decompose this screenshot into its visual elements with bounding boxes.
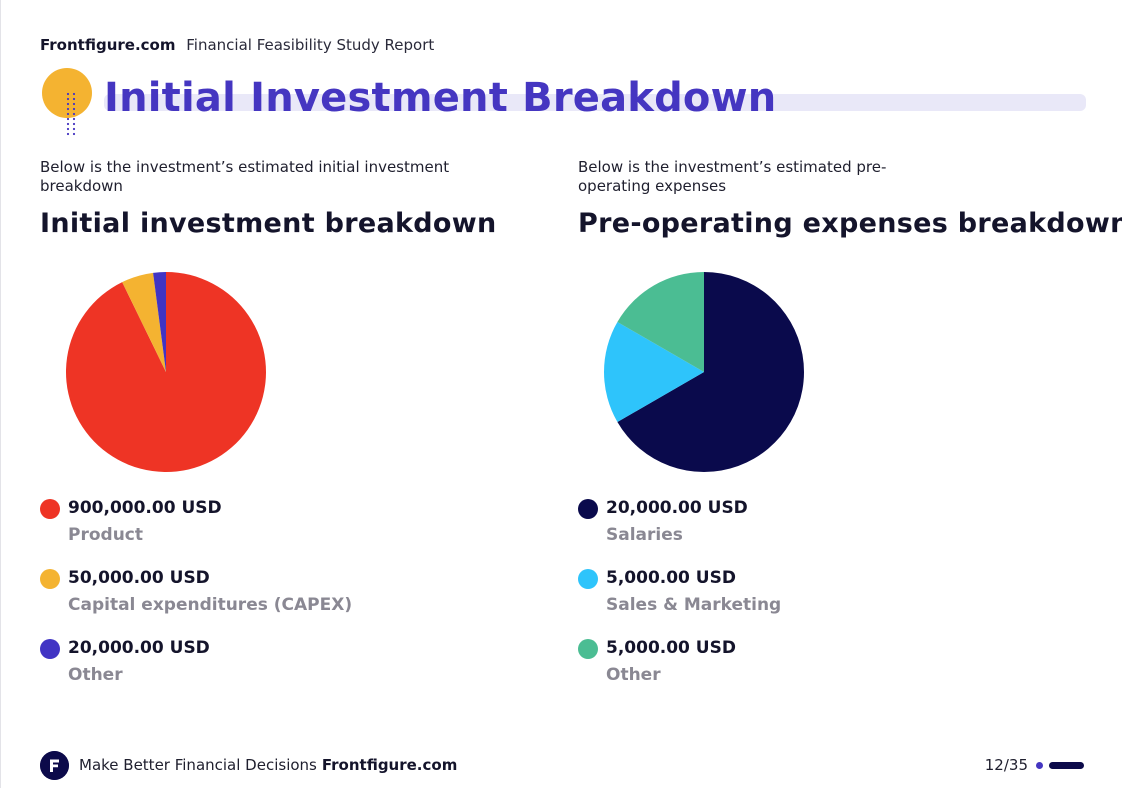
- pie-slice-other: [617, 272, 704, 372]
- legend-label: Other: [68, 665, 123, 685]
- pie-slice-other: [153, 272, 166, 372]
- footer-tagline-text: Make Better Financial Decisions: [79, 756, 317, 774]
- footer-brand: Frontfigure.com: [321, 756, 458, 774]
- footer: Make Better Financial Decisions Frontfigu…: [40, 750, 457, 780]
- legend-swatch: [578, 499, 598, 519]
- pie-slice-sales-marketing: [604, 322, 704, 422]
- legend-label: Capital expenditures (CAPEX): [68, 595, 353, 615]
- pagination: 12/35: [985, 754, 1084, 776]
- chart-legend: 20,000.00 USD Salaries 5,000.00 USD Sale…: [578, 496, 781, 706]
- initial-investment-section: Below is the investment’s estimated init…: [40, 158, 560, 685]
- legend-label: Other: [606, 665, 661, 685]
- legend-value: 5,000.00 USD: [606, 568, 736, 588]
- legend-swatch: [578, 569, 598, 589]
- chart-title: Pre-operating expenses breakdown: [578, 208, 1122, 239]
- pre-operating-expenses-section: Below is the investment’s estimated pre-…: [578, 158, 1122, 685]
- pager-bar-icon: [1049, 761, 1084, 769]
- legend-item-other: 5,000.00 USD Other: [578, 636, 781, 706]
- legend-item-sales-marketing: 5,000.00 USD Sales & Marketing: [578, 566, 781, 636]
- legend-value: 5,000.00 USD: [606, 638, 736, 658]
- legend-value: 20,000.00 USD: [68, 638, 210, 658]
- legend-item-capex: 50,000.00 USD Capital expenditures (CAPE…: [40, 566, 352, 636]
- legend-value: 50,000.00 USD: [68, 568, 210, 588]
- frontfigure-logo-icon: [40, 750, 69, 780]
- legend-label: Product: [68, 525, 143, 545]
- pager-dot-icon: [1036, 761, 1043, 769]
- report-header: Frontfigure.com Financial Feasibility St…: [40, 36, 434, 54]
- page-number: 12/35: [984, 756, 1028, 774]
- page-title: Initial Investment Breakdown: [104, 75, 777, 121]
- legend-swatch: [578, 639, 598, 659]
- pie-slice-product: [65, 272, 266, 472]
- legend-label: Sales & Marketing: [606, 595, 782, 615]
- footer-tagline: Make Better Financial Decisions Frontfigu…: [79, 756, 457, 774]
- legend-swatch: [40, 499, 60, 519]
- section-intro: Below is the investment’s estimated init…: [40, 158, 450, 195]
- legend-value: 900,000.00 USD: [68, 498, 222, 518]
- pre-operating-expenses-pie-chart: [604, 272, 805, 472]
- pie-slice-capital-expenditures-capex: [122, 272, 166, 372]
- title-decoration-icon: [42, 68, 92, 136]
- section-intro: Below is the investment’s estimated pre-…: [578, 158, 887, 195]
- header-report-name: Financial Feasibility Study Report: [186, 36, 435, 54]
- chart-title: Initial investment breakdown: [40, 208, 497, 239]
- legend-item-product: 900,000.00 USD Product: [40, 496, 352, 566]
- legend-label: Salaries: [606, 525, 683, 545]
- legend-swatch: [40, 569, 60, 589]
- legend-item-other: 20,000.00 USD Other: [40, 636, 352, 706]
- initial-investment-pie-chart: [65, 272, 266, 472]
- pie-slice-salaries: [617, 272, 805, 472]
- legend-value: 20,000.00 USD: [606, 498, 748, 518]
- page-border: [0, 0, 1, 788]
- header-brand: Frontfigure.com: [40, 36, 176, 54]
- legend-swatch: [40, 639, 60, 659]
- title-underline-bar: [104, 94, 1086, 111]
- legend-item-salaries: 20,000.00 USD Salaries: [578, 496, 781, 566]
- chart-legend: 900,000.00 USD Product 50,000.00 USD Cap…: [40, 496, 352, 706]
